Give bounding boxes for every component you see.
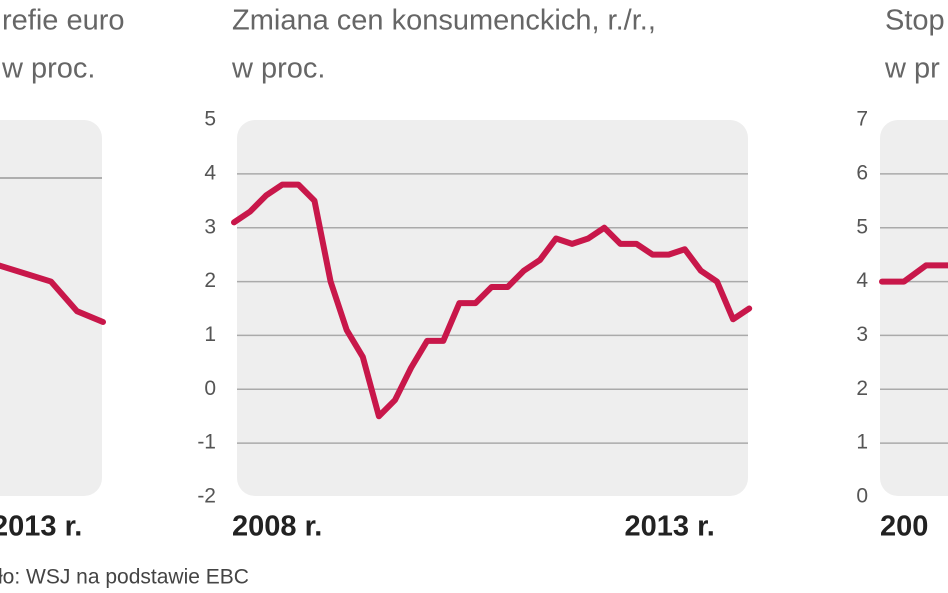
y-tick-label: 7 <box>856 108 868 131</box>
y-tick-label: 3 <box>856 323 868 346</box>
data-line <box>231 181 753 420</box>
y-tick-label: 2 <box>204 269 216 292</box>
y-tick-label: 1 <box>204 323 216 346</box>
y-tick-label: 5 <box>856 215 868 238</box>
x-tick-label: 200 <box>880 511 928 543</box>
x-tick-label: 2008 r. <box>232 511 322 543</box>
source: ło: WSJ na podstawie EBC <box>0 566 249 589</box>
y-tick-label: -2 <box>197 485 216 508</box>
y-tick-label: -1 <box>197 431 216 454</box>
chart-title: w proc. <box>1 53 95 85</box>
chart-title: Zmiana cen konsumenckich, r./r., <box>232 5 656 37</box>
y-tick-label: 2 <box>856 377 868 400</box>
chart-title: w proc. <box>231 53 325 85</box>
y-tick-label: 4 <box>204 161 216 184</box>
y-tick-label: 5 <box>204 108 216 131</box>
chart-title: refie euro <box>2 5 125 37</box>
plot-panel <box>0 120 102 496</box>
y-tick-label: 6 <box>856 161 868 184</box>
x-tick-label: 2013 r. <box>625 511 715 543</box>
data-line <box>879 262 948 285</box>
y-tick-label: 3 <box>204 215 216 238</box>
y-tick-label: 0 <box>856 485 868 508</box>
y-tick-label: 0 <box>204 377 216 400</box>
data-line <box>0 262 106 325</box>
y-tick-label: 1 <box>856 431 868 454</box>
x-tick-label: 2013 r. <box>0 511 82 543</box>
y-tick-label: 4 <box>856 269 868 292</box>
plot-panel <box>237 120 748 496</box>
chart-title: Stop <box>885 5 945 37</box>
chart-title: w pr <box>884 53 940 85</box>
plot-panel <box>880 120 948 496</box>
